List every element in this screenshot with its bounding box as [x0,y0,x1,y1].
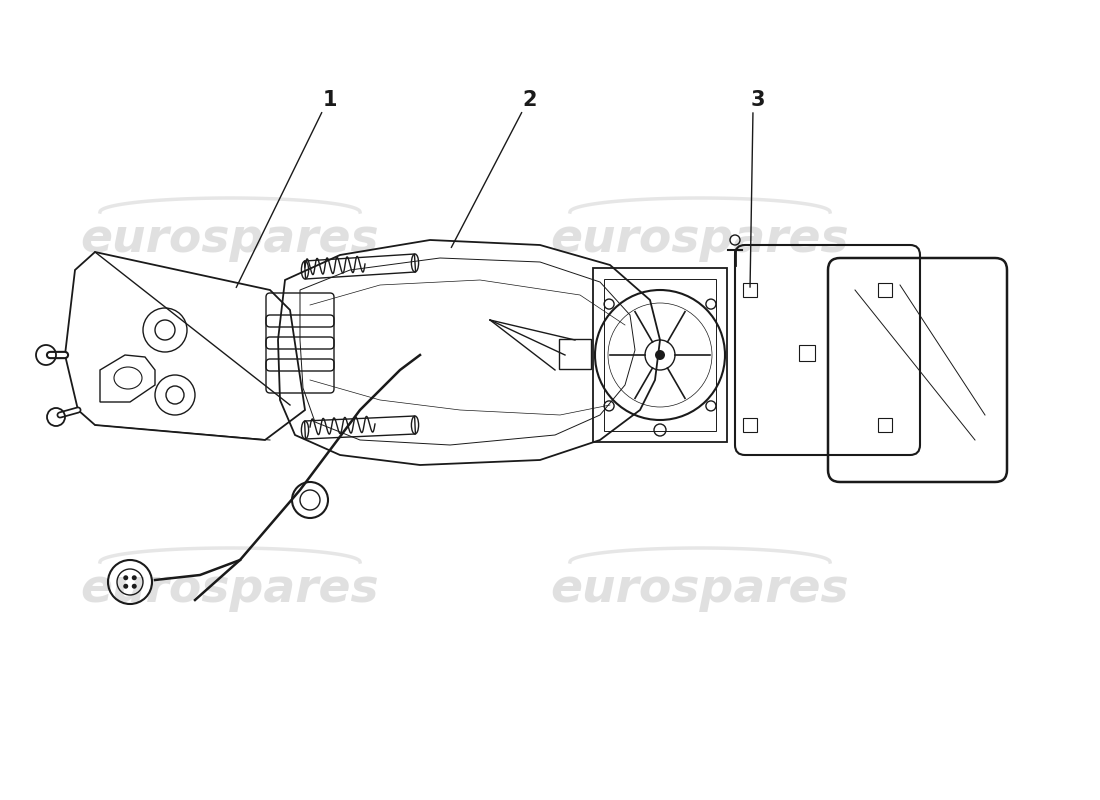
Text: eurospares: eurospares [551,218,849,262]
Circle shape [132,575,136,580]
Text: eurospares: eurospares [80,218,380,262]
Text: 3: 3 [750,90,766,110]
Circle shape [123,575,129,580]
Text: 1: 1 [322,90,338,110]
Text: eurospares: eurospares [80,567,380,613]
Text: eurospares: eurospares [551,567,849,613]
Circle shape [654,350,666,360]
Circle shape [132,584,136,589]
Text: 2: 2 [522,90,537,110]
Circle shape [123,584,129,589]
